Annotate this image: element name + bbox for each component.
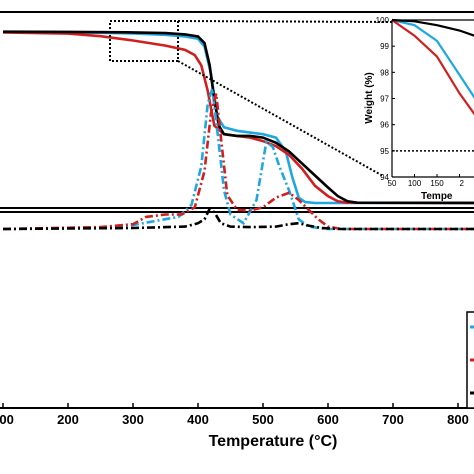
x-tick-label: 500 bbox=[252, 412, 274, 427]
zoom-annotation bbox=[109, 20, 394, 177]
inset-x-tick-label: 100 bbox=[408, 179, 422, 188]
zoom-connector-bottom bbox=[177, 60, 384, 177]
derivative-series-line bbox=[2, 88, 474, 231]
weight-series-line bbox=[2, 30, 474, 205]
derivative-panel-frame bbox=[0, 211, 474, 409]
legend bbox=[466, 311, 474, 409]
inset-background bbox=[392, 20, 474, 177]
x-tick-label: 100 bbox=[0, 412, 14, 427]
x-tick-label: 700 bbox=[382, 412, 404, 427]
inset-y-axis-label: Weight (%) bbox=[364, 72, 375, 123]
derivative-panel: 100 200 300 400 500 600 700 800 bbox=[0, 88, 474, 427]
inset-y-tick-label: 98 bbox=[380, 68, 389, 77]
inset-series-group bbox=[391, 18, 474, 116]
inset-x-axis-label: Tempe bbox=[421, 191, 453, 202]
zoom-box bbox=[109, 20, 179, 62]
x-tick-label: 600 bbox=[317, 412, 339, 427]
inset-y-tick-label: 96 bbox=[380, 121, 389, 130]
inset-y-tick-label: 97 bbox=[380, 95, 389, 104]
legend-swatches bbox=[470, 325, 474, 395]
inset-series-line bbox=[391, 18, 474, 99]
derivative-series-line bbox=[2, 206, 474, 231]
inset-series-line bbox=[391, 18, 474, 37]
zoom-connector-top bbox=[177, 20, 394, 23]
inset-x-tick-label: 50 bbox=[388, 179, 397, 188]
x-tick-label: 400 bbox=[187, 412, 209, 427]
inset-series-line bbox=[391, 19, 474, 116]
inset-y-tick-label: 100 bbox=[376, 16, 390, 25]
inset-y-tick-label: 95 bbox=[380, 147, 389, 156]
x-axis-title: Temperature (°C) bbox=[209, 433, 338, 450]
inset-x-tick-label: 2 bbox=[460, 179, 465, 188]
weight-panel-frame bbox=[0, 11, 474, 209]
weight-panel bbox=[0, 11, 474, 209]
x-tick-label: 300 bbox=[122, 412, 144, 427]
x-tick-label: 800 bbox=[447, 412, 469, 427]
x-tick-label: 200 bbox=[57, 412, 79, 427]
inset-y-tick-label: 99 bbox=[380, 42, 389, 51]
inset-y-tick-label: 94 bbox=[380, 173, 389, 182]
inset-x-tick-label: 150 bbox=[430, 179, 444, 188]
derivative-series-line bbox=[2, 93, 474, 231]
x-axis-ticks: 100 200 300 400 500 600 700 800 bbox=[0, 403, 469, 427]
derivative-series-group bbox=[2, 88, 474, 231]
